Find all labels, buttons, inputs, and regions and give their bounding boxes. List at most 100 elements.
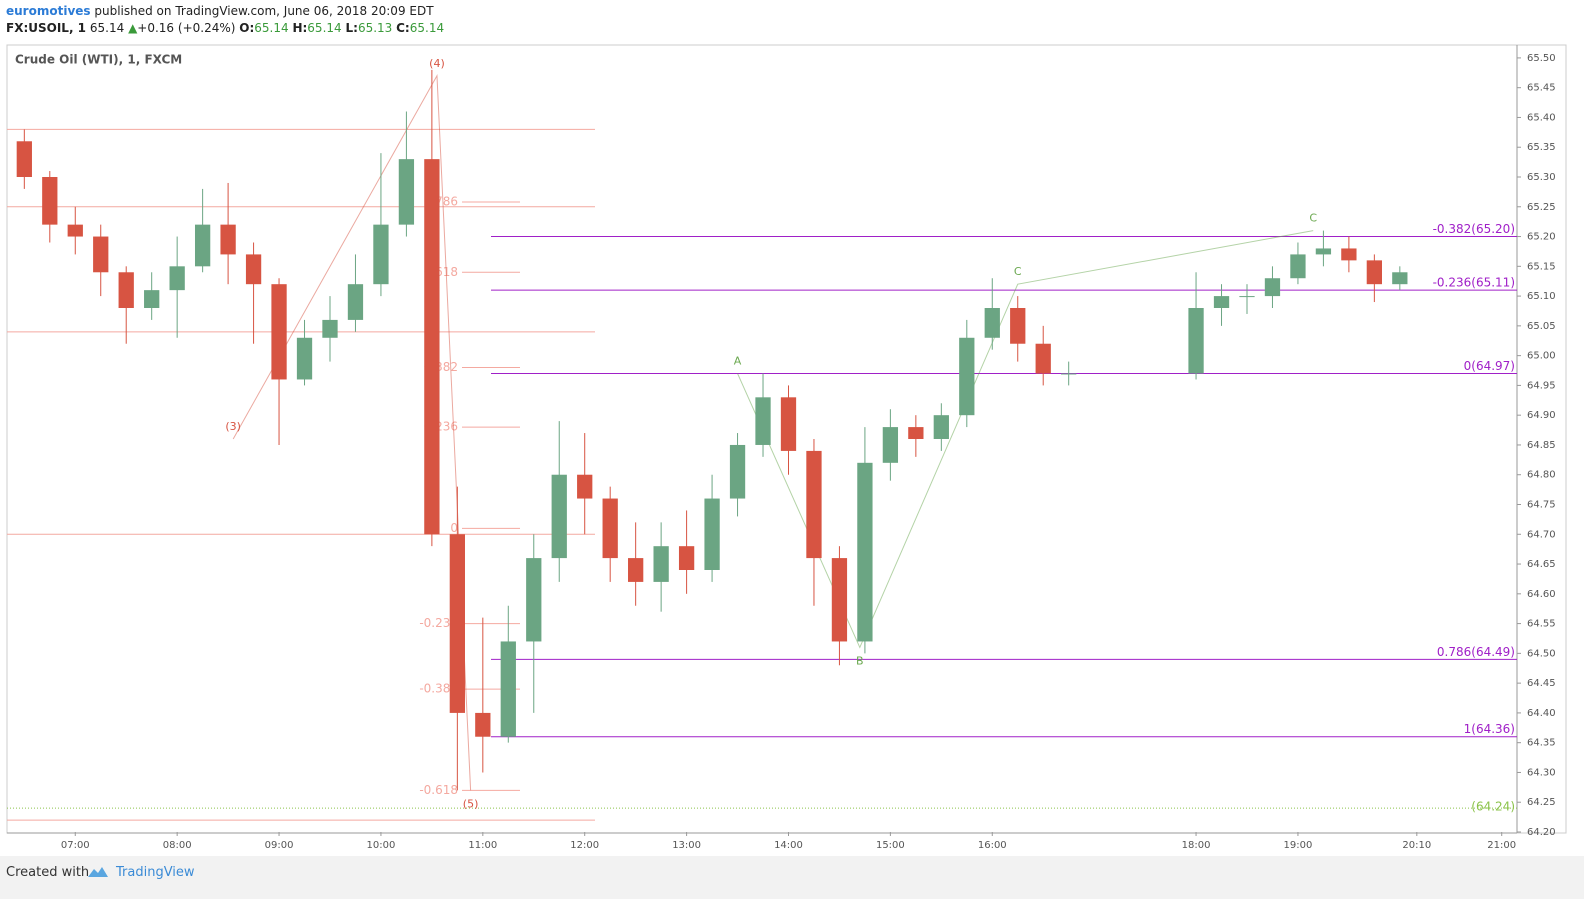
y-tick-label: 64.55 <box>1527 619 1556 630</box>
symbol: FX:USOIL, 1 <box>6 21 87 35</box>
candle-body <box>194 224 211 267</box>
l-label: L: <box>345 21 358 35</box>
x-tick-label: 12:00 <box>570 840 599 851</box>
x-tick-label: 19:00 <box>1284 840 1313 851</box>
candle-body <box>831 558 848 642</box>
candle-body <box>1290 254 1306 279</box>
candle-body <box>959 337 975 416</box>
x-tick-label: 09:00 <box>265 840 294 851</box>
candle-body <box>729 444 746 499</box>
candle-body <box>1213 296 1230 308</box>
y-tick-label: 64.70 <box>1527 529 1556 540</box>
candle-body <box>1341 248 1357 261</box>
candle-body <box>16 141 32 177</box>
y-tick-label: 64.35 <box>1527 738 1556 749</box>
candle-body <box>780 397 797 451</box>
x-tick-label: 13:00 <box>672 840 701 851</box>
left-fib-label: -0.236 <box>419 616 458 630</box>
candle-body <box>398 159 415 225</box>
c-label: C: <box>396 21 410 35</box>
candle-body <box>500 641 516 737</box>
wave-label: A <box>734 355 742 368</box>
candle-body <box>882 427 899 463</box>
published: published on TradingView.com, June 06, 2… <box>94 4 434 18</box>
y-tick-label: 65.05 <box>1527 321 1556 332</box>
candle-body <box>220 224 236 255</box>
wave-label: (3) <box>225 420 241 433</box>
wave-label: C <box>1309 212 1317 225</box>
candle-body <box>347 284 364 320</box>
last: 65.14 <box>89 21 125 35</box>
x-tick-label: 18:00 <box>1182 840 1211 851</box>
y-tick-label: 64.60 <box>1527 589 1556 600</box>
candle-body <box>42 177 58 225</box>
candle-body <box>118 272 134 308</box>
candle-body <box>296 337 313 380</box>
candle-body <box>1035 343 1051 374</box>
candle-body <box>1010 308 1026 344</box>
x-tick-label: 15:00 <box>876 840 905 851</box>
candle-body <box>551 474 567 559</box>
left-fib-label: -0.382 <box>419 682 458 696</box>
arrow: ▲ <box>128 21 138 35</box>
y-tick-label: 65.00 <box>1527 351 1556 362</box>
y-tick-label: 64.50 <box>1527 648 1556 659</box>
y-tick-label: 65.35 <box>1527 142 1556 153</box>
candle-body <box>1239 296 1255 298</box>
y-tick-label: 65.25 <box>1527 202 1556 213</box>
header: euromotives published on TradingView.com… <box>6 3 444 37</box>
candle-body <box>755 397 771 445</box>
candle-body <box>1188 308 1204 374</box>
fib-label: -0.382(65.20) <box>1433 222 1515 236</box>
wave-label: (4) <box>429 57 445 70</box>
y-tick-label: 65.45 <box>1527 83 1556 94</box>
brand[interactable]: TradingView <box>116 865 195 880</box>
wave-label: C <box>1014 265 1022 278</box>
y-tick-label: 65.40 <box>1527 112 1556 123</box>
y-tick-label: 65.15 <box>1527 261 1556 272</box>
author[interactable]: euromotives <box>6 4 91 18</box>
candle-body <box>1366 260 1382 285</box>
x-tick-label: 21:00 <box>1487 840 1516 851</box>
y-tick-label: 64.40 <box>1527 708 1556 719</box>
wave-label: (5) <box>463 797 479 810</box>
left-fib-label: -0.618 <box>419 783 458 797</box>
x-tick-label: 11:00 <box>468 840 497 851</box>
y-tick-label: 64.75 <box>1527 500 1556 511</box>
left-fib-label: 0 <box>450 521 458 535</box>
candle-body <box>169 266 185 291</box>
candle-body <box>1061 373 1077 375</box>
logo <box>88 867 108 877</box>
y-tick-label: 64.25 <box>1527 797 1556 808</box>
candle-body <box>577 474 593 499</box>
candle-body <box>857 462 873 642</box>
x-tick-label: 16:00 <box>978 840 1007 851</box>
chart: Crude Oil (WTI), 1, FXCM 64.20 64.25 64.30… <box>6 44 1567 851</box>
candle-body <box>144 290 160 308</box>
fib-label: -0.236(65.11) <box>1433 276 1515 290</box>
fib-label: 0(64.97) <box>1464 359 1515 373</box>
candle-body <box>933 415 949 439</box>
y-tick-label: 64.95 <box>1527 380 1556 391</box>
footer: Created with TradingView <box>0 856 1584 899</box>
candle-body <box>93 236 109 273</box>
y-tick-label: 65.20 <box>1527 232 1556 243</box>
h-label: H: <box>292 21 308 35</box>
y-tick-label: 65.10 <box>1527 291 1556 302</box>
c: 65.14 <box>409 21 445 35</box>
target-label: (64.24) <box>1471 800 1515 814</box>
candle-body <box>322 319 338 338</box>
candle-body <box>653 546 669 582</box>
y-tick-label: 64.90 <box>1527 410 1556 421</box>
y-tick-label: 64.20 <box>1527 827 1556 838</box>
x-tick-label: 08:00 <box>163 840 192 851</box>
l: 65.13 <box>357 21 393 35</box>
candle-body <box>526 558 542 642</box>
chart-title: Crude Oil (WTI), 1, FXCM <box>15 53 182 67</box>
candle-body <box>475 712 491 737</box>
x-tick-label: 10:00 <box>367 840 396 851</box>
fib-label: 1(64.36) <box>1464 722 1515 736</box>
y-tick-label: 64.30 <box>1527 767 1556 778</box>
wave-line <box>737 230 1314 649</box>
